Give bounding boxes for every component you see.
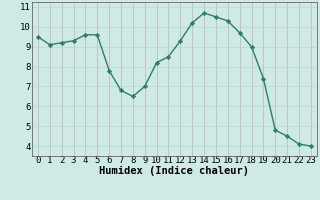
X-axis label: Humidex (Indice chaleur): Humidex (Indice chaleur) [100, 166, 249, 176]
